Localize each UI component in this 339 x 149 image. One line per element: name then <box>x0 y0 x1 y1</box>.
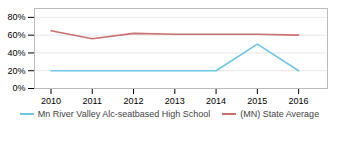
svg-text:2012: 2012 <box>124 96 144 106</box>
svg-text:2010: 2010 <box>41 96 61 106</box>
svg-text:2011: 2011 <box>83 96 102 106</box>
html-text:Mn River Valley Alc-seatbased: Mn River Valley Alc-seatbased High Schoo… <box>37 109 211 119</box>
svg-text:60%: 60% <box>7 30 25 40</box>
svg-text:0%: 0% <box>12 83 25 93</box>
html-text:(MN) State Average: (MN) State Average <box>240 109 320 119</box>
svg-text:2013: 2013 <box>165 96 185 106</box>
svg-text:2016: 2016 <box>289 96 309 106</box>
svg-text:2014: 2014 <box>206 96 226 106</box>
svg-text:20%: 20% <box>7 66 25 76</box>
svg-text:40%: 40% <box>7 48 25 58</box>
svg-text:2015: 2015 <box>247 96 267 106</box>
svg-text:80%: 80% <box>7 12 25 22</box>
